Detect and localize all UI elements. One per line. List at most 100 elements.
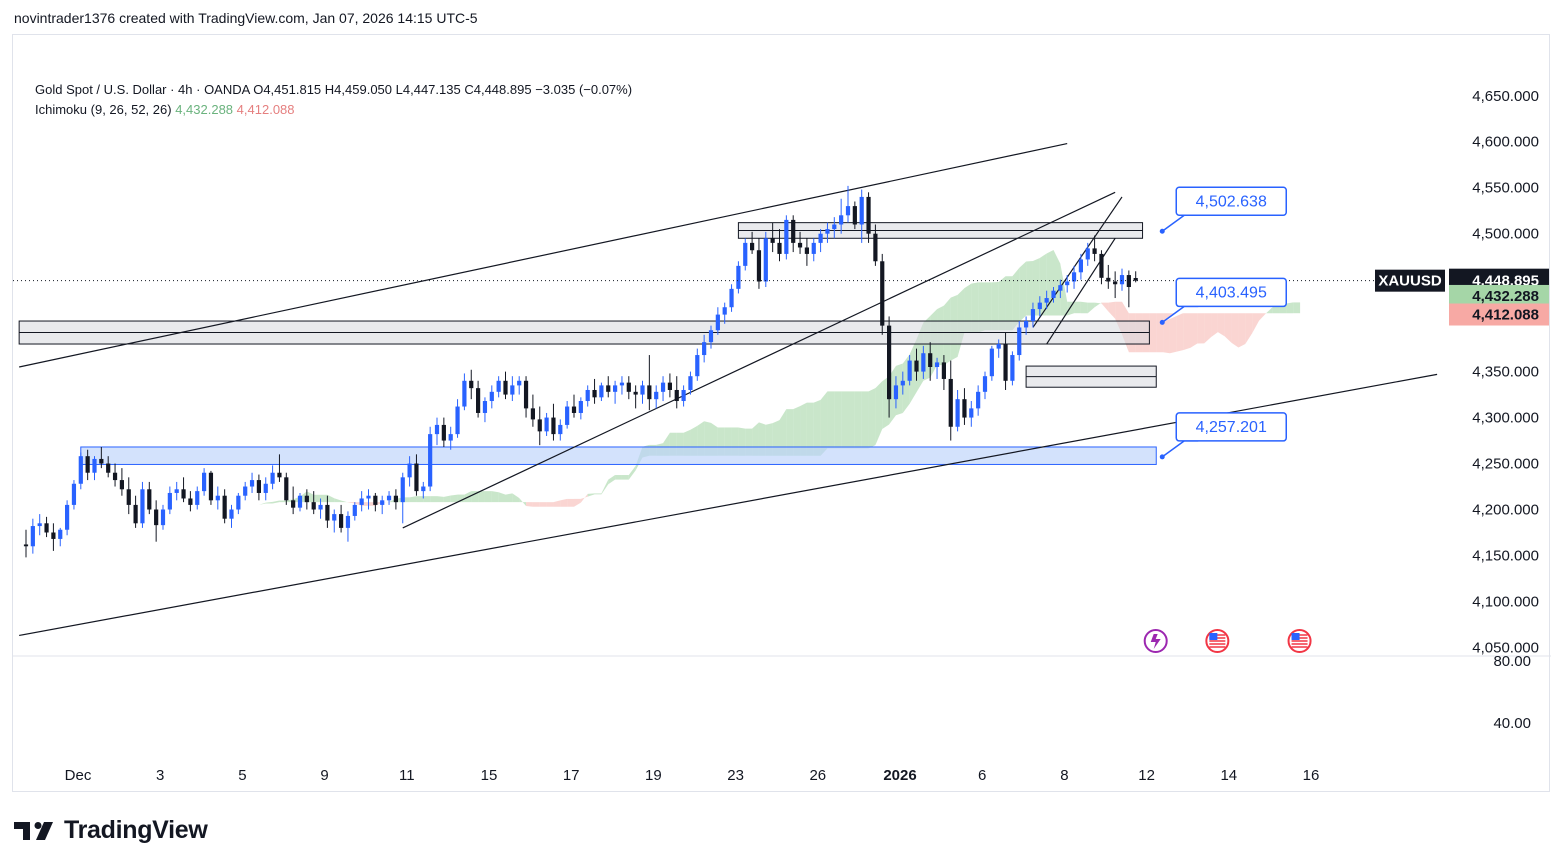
chart-legend: Gold Spot / U.S. Dollar · 4h · OANDA O4,… <box>35 80 632 120</box>
cloud-segment <box>841 391 848 449</box>
x-tick-label: Dec <box>65 767 92 784</box>
legend-ichimoku-b: 4,412.088 <box>236 102 295 117</box>
cloud-segment <box>1217 313 1225 337</box>
price-chart[interactable]: 4,502.638 4,403.495 4,257.201 4,650.000 4,6… <box>13 35 1551 793</box>
candle-body <box>51 532 56 539</box>
lightning-icon <box>1150 634 1161 649</box>
candle <box>660 376 666 402</box>
candle-body <box>332 514 337 521</box>
candle-body <box>852 206 857 225</box>
candle <box>777 229 782 262</box>
candle <box>208 470 214 505</box>
candle <box>373 492 378 512</box>
candle <box>167 486 172 515</box>
candle <box>325 495 330 528</box>
candle <box>770 222 775 253</box>
tradingview-brand[interactable]: TradingView <box>14 816 208 845</box>
candle <box>1010 351 1015 386</box>
cloud-segment <box>409 496 417 503</box>
chart-frame[interactable]: 4,502.638 4,403.495 4,257.201 4,650.000 4,6… <box>12 34 1551 793</box>
cloud-segment <box>1224 313 1232 343</box>
candle <box>482 397 488 423</box>
y-tick-label: 4,250.000 <box>1472 456 1539 473</box>
cloud-segment <box>313 494 321 503</box>
sub-y-tick-label: 80.00 <box>1493 653 1531 670</box>
candle <box>318 498 323 519</box>
candle <box>571 394 577 418</box>
candle <box>517 376 522 395</box>
cloud-segment <box>416 496 424 503</box>
candle-body <box>544 417 549 432</box>
candle <box>859 189 864 243</box>
legend-high: H4,459.050 <box>324 82 393 97</box>
candle <box>914 348 919 381</box>
cloud-segment <box>1060 263 1068 316</box>
candle-body <box>393 495 398 503</box>
candle <box>106 456 111 478</box>
candle-body <box>1037 302 1042 310</box>
candle-body <box>996 344 1001 349</box>
ichimoku-b-tag: 4,412.088 <box>1472 307 1539 324</box>
x-tick-label: 6 <box>978 767 986 784</box>
candle-body <box>873 233 878 262</box>
wedge-upper <box>1032 196 1123 328</box>
candle <box>955 389 960 432</box>
cloud-segment <box>1197 313 1205 344</box>
candle <box>722 302 727 324</box>
cloud-segment <box>450 494 458 503</box>
candle <box>174 481 179 501</box>
cloud-segment <box>1190 313 1198 348</box>
candle <box>934 357 940 379</box>
cloud-segment <box>1293 302 1301 314</box>
candle-body <box>380 500 385 505</box>
candle <box>551 403 556 441</box>
candle <box>996 339 1001 358</box>
cloud-segment <box>423 496 431 503</box>
cloud-segment <box>615 475 622 480</box>
cloud-segment <box>1074 301 1081 314</box>
candle <box>832 217 837 239</box>
candle <box>1044 290 1049 310</box>
cloud-segment <box>252 504 259 519</box>
candle <box>386 491 392 505</box>
flag-canton <box>1209 633 1218 640</box>
candle <box>469 369 474 400</box>
y-tick-label: 4,500.000 <box>1472 226 1539 243</box>
candle-body <box>291 500 296 508</box>
candle-body <box>489 391 494 402</box>
cloud-segment <box>909 339 917 404</box>
candle-body <box>311 502 316 510</box>
candle <box>948 360 953 441</box>
candle <box>756 238 762 289</box>
legend-indicator-row: Ichimoku (9, 26, 52, 26) 4,432.288 4,412… <box>35 100 632 120</box>
candle-body <box>941 362 946 379</box>
candle-body <box>195 491 200 505</box>
candle <box>585 385 590 407</box>
x-tick-label: 11 <box>399 767 415 784</box>
candle <box>414 454 419 496</box>
candle-body <box>530 408 535 420</box>
candle <box>750 231 755 254</box>
candle-body <box>126 489 131 505</box>
tradingview-logo-icon <box>14 821 53 840</box>
cloud-segment <box>320 494 328 503</box>
candle-body <box>578 401 583 413</box>
x-tick-label: 23 <box>727 767 744 784</box>
candle-body <box>736 265 741 289</box>
candle-body <box>551 417 556 435</box>
legend-ichimoku-a: 4,432.288 <box>175 102 234 117</box>
candle-body <box>839 215 844 225</box>
cloud-segment <box>478 491 485 503</box>
candle-body <box>448 434 453 441</box>
ichimoku-a-tag: 4,432.288 <box>1472 288 1539 305</box>
candle <box>1037 296 1042 317</box>
cloud-segment <box>1259 313 1266 321</box>
cloud-segment <box>519 498 527 507</box>
legend-indicator[interactable]: Ichimoku (9, 26, 52, 26) <box>35 102 172 117</box>
y-tick-label: 4,100.000 <box>1472 593 1539 610</box>
candle <box>65 500 70 536</box>
candle-body <box>784 219 789 254</box>
cloud-segment <box>594 493 602 495</box>
y-tick-label: 4,300.000 <box>1472 410 1539 427</box>
candle-body <box>1058 285 1063 291</box>
